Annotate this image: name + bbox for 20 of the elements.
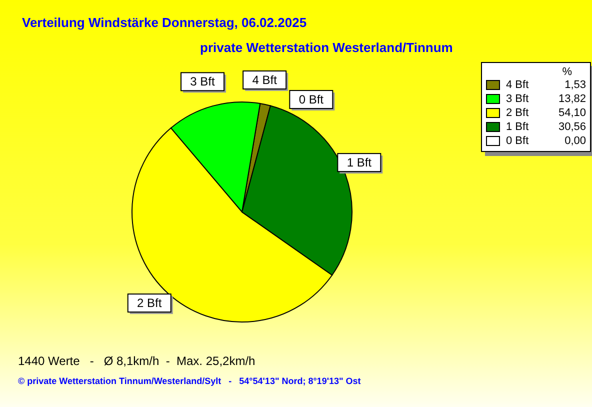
legend-label: 2 Bft — [506, 107, 530, 119]
text: 1440 Werte - Ø 8,1km/h - Max. 25,2km/h — [18, 354, 256, 368]
legend-label: 3 Bft — [506, 93, 530, 105]
category-label: 0 Bft — [298, 92, 324, 106]
chart-title: Verteilung Windstärke Donnerstag, 06.02.2025 — [22, 15, 307, 30]
data-label: 30,56 — [557, 121, 586, 133]
slice-label: 4 Bft — [252, 72, 278, 87]
legend-title: % — [561, 66, 573, 78]
legend-label: 1 Bft — [506, 121, 530, 133]
data-label: 1,53 — [564, 79, 586, 91]
data-label: 54,10 — [557, 107, 586, 119]
text: 0,00 — [564, 135, 586, 147]
chart-subtitle: private Wetterstation Westerland/Tinnum — [200, 40, 453, 55]
slice-label: 1 Bft — [346, 156, 372, 170]
slice-label: 2 Bft — [137, 296, 162, 310]
slice-label: 3 Bft — [190, 74, 216, 89]
text: © private Wetterstation Tinnum/Westerland/Sylt - 54°54'13" Nord; 8°19'13" Ost — [18, 376, 361, 386]
data-label: 13,82 — [557, 93, 586, 105]
legend-label: 0 Bft — [506, 135, 530, 147]
legend-label: 4 Bft — [506, 79, 530, 91]
